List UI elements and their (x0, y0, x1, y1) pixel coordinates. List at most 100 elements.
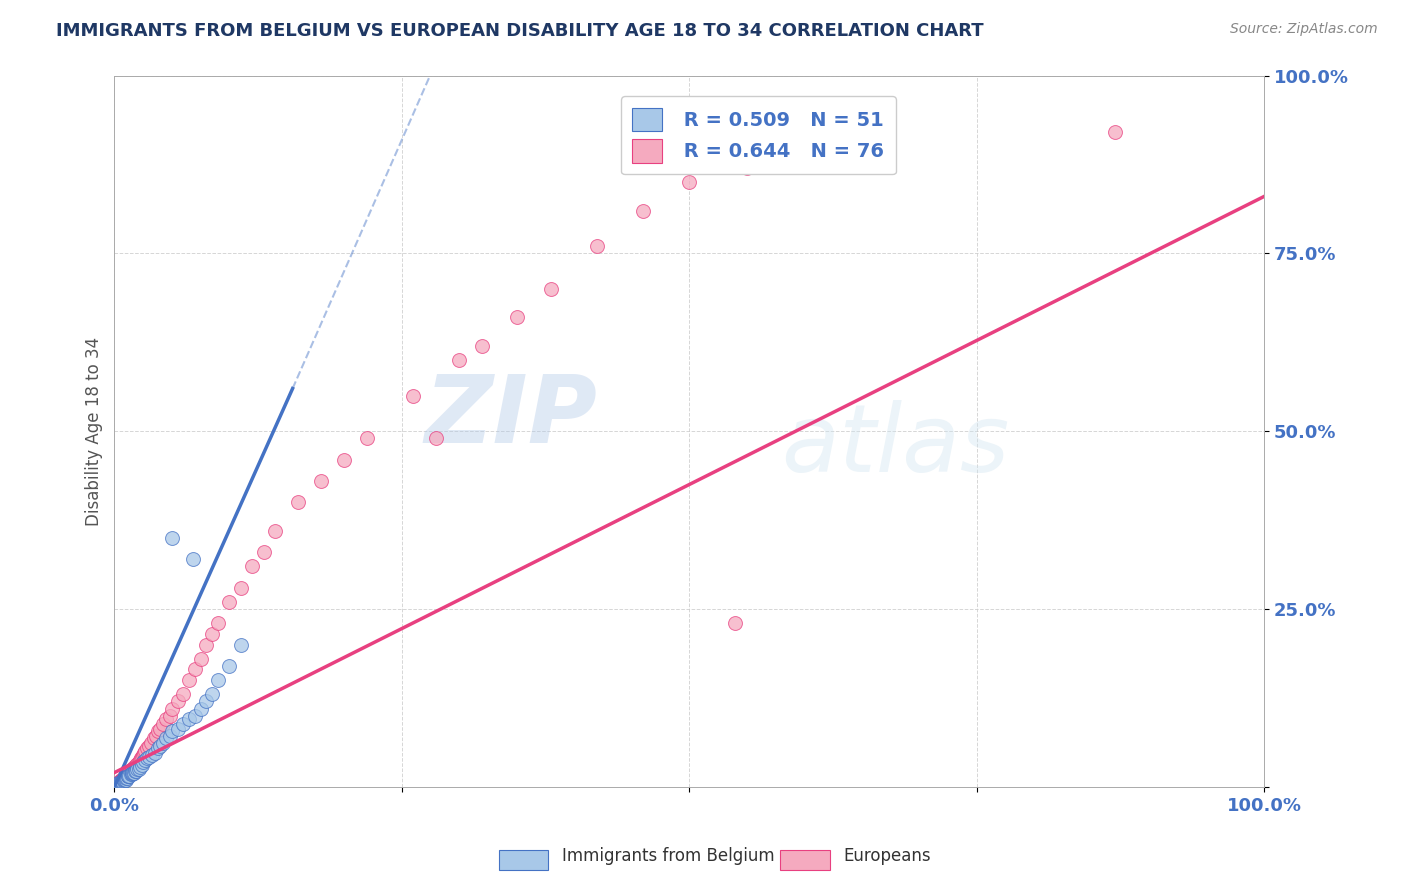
Point (121, 767, 143, 781)
Point (155, 712, 177, 726)
Point (108, 775, 131, 789)
Point (111, 774, 134, 789)
Point (201, 687, 224, 701)
Point (179, 712, 201, 726)
Y-axis label: Disability Age 18 to 34: Disability Age 18 to 34 (86, 336, 103, 525)
Point (115, 769, 138, 783)
Point (179, 673, 201, 687)
Point (287, 495, 309, 509)
Point (121, 765, 143, 780)
Point (134, 753, 156, 767)
Point (112, 772, 135, 787)
Point (449, 353, 471, 368)
Point (190, 652, 212, 666)
Point (108, 776, 131, 790)
Point (142, 731, 165, 746)
Point (117, 769, 139, 783)
Point (131, 750, 153, 764)
Point (166, 694, 188, 708)
Point (121, 765, 143, 780)
Point (105, 776, 128, 790)
Point (633, 203, 655, 218)
Point (125, 764, 148, 779)
Point (425, 431, 447, 445)
Point (159, 729, 181, 743)
Point (127, 762, 149, 776)
Point (253, 545, 276, 559)
Point (135, 740, 157, 755)
Point (114, 772, 136, 787)
Point (160, 724, 183, 739)
Point (132, 747, 155, 762)
Point (793, 153, 815, 168)
Point (143, 746, 166, 760)
Point (125, 758, 148, 772)
Point (851, 146, 873, 161)
Point (155, 731, 177, 746)
Point (229, 638, 252, 652)
Text: Europeans: Europeans (844, 847, 931, 865)
Point (138, 739, 160, 753)
Point (120, 767, 142, 781)
Point (146, 740, 169, 755)
Point (141, 736, 163, 750)
Point (229, 581, 252, 595)
Point (184, 708, 207, 723)
Point (333, 452, 356, 467)
Point (184, 663, 207, 677)
Point (540, 282, 562, 296)
Point (128, 755, 150, 769)
Point (124, 760, 146, 774)
Point (207, 616, 229, 631)
Point (132, 755, 155, 769)
Point (149, 722, 172, 736)
Point (207, 673, 229, 687)
Point (146, 724, 169, 739)
Point (145, 729, 167, 743)
Point (115, 768, 138, 782)
Point (152, 736, 174, 750)
Point (110, 773, 132, 788)
Point (108, 774, 131, 789)
Point (586, 239, 609, 253)
Point (127, 757, 149, 772)
Point (159, 708, 181, 723)
Text: IMMIGRANTS FROM BELGIUM VS EUROPEAN DISABILITY AGE 18 TO 34 CORRELATION CHART: IMMIGRANTS FROM BELGIUM VS EUROPEAN DISA… (56, 22, 984, 40)
Point (115, 772, 138, 786)
Point (111, 772, 134, 787)
Point (117, 765, 139, 780)
Point (218, 595, 240, 609)
Point (195, 694, 218, 708)
Legend:  R = 0.509   N = 51,  R = 0.644   N = 76: R = 0.509 N = 51, R = 0.644 N = 76 (620, 96, 896, 175)
Text: atlas: atlas (782, 400, 1010, 491)
Text: Immigrants from Belgium: Immigrants from Belgium (562, 847, 775, 865)
Point (201, 627, 224, 641)
Point (110, 774, 132, 789)
Point (115, 767, 138, 781)
Point (124, 764, 146, 779)
Point (181, 552, 204, 566)
Point (111, 775, 134, 789)
Point (118, 765, 141, 780)
Point (110, 775, 132, 789)
Point (138, 750, 160, 764)
Point (190, 701, 212, 715)
Point (134, 744, 156, 758)
Point (135, 751, 157, 765)
Text: Source: ZipAtlas.com: Source: ZipAtlas.com (1230, 22, 1378, 37)
Point (121, 764, 143, 779)
Point (735, 161, 758, 175)
Point (240, 559, 263, 574)
Point (160, 701, 183, 715)
Point (356, 431, 378, 445)
Point (115, 772, 138, 786)
Point (1104, 125, 1126, 139)
Point (117, 769, 139, 783)
Point (152, 717, 174, 731)
Point (172, 717, 194, 731)
Point (117, 767, 139, 781)
Point (121, 762, 143, 776)
Point (110, 775, 132, 789)
Point (112, 774, 135, 789)
Point (115, 772, 138, 787)
